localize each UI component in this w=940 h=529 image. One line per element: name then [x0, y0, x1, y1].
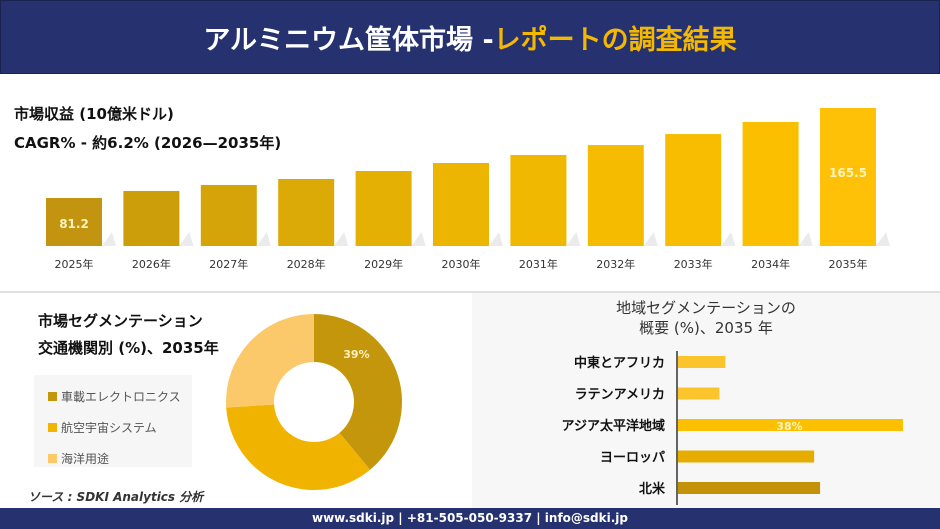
- donut-slice: [314, 314, 402, 470]
- cagr-text: CAGR% - 約6.2% (2026—2035年): [14, 134, 282, 152]
- category-label: ヨーロッパ: [600, 451, 665, 466]
- donut-legend: 車載エレクトロニクス 航空宇宙システム 海洋用途: [34, 375, 192, 467]
- divider: [0, 291, 940, 293]
- bar: [123, 190, 180, 246]
- bar: [665, 134, 722, 246]
- bar: [433, 162, 489, 246]
- legend-label: 航空宇宙システム: [61, 421, 157, 435]
- bar-shadow: [102, 232, 116, 246]
- title-accent: レポートの調査結果: [493, 24, 737, 56]
- segment-title-line2: 交通機関別 (%)、2035年: [38, 339, 219, 357]
- bar: [678, 356, 726, 368]
- revenue-bar-chart: 2025年 81.2 2026年 2027年 2028年 2029年 2030年 2031年 2…: [46, 108, 890, 271]
- region-title-line2: 概要 (%)、2035 年: [639, 319, 773, 337]
- category-label: 中東とアフリカ: [574, 355, 665, 371]
- region-title: 地域セグメンテーションの 概要 (%)、2035 年: [472, 298, 940, 338]
- x-tick-label: 2026年: [132, 257, 171, 271]
- bar-shadow: [334, 232, 349, 246]
- bar: [820, 108, 876, 246]
- bar: [278, 178, 335, 246]
- bar-shadow: [411, 232, 426, 246]
- bar: [200, 184, 257, 246]
- bar-shadow: [721, 232, 736, 246]
- category-label: ラテンアメリカ: [575, 388, 665, 403]
- legend-swatch: [48, 423, 57, 432]
- x-tick-label: 2030年: [442, 257, 481, 271]
- revenue-titles: 市場収益 (10億米ドル) CAGR% - 約6.2% (2026—2035年): [14, 100, 281, 158]
- category-label: 北米: [639, 481, 666, 497]
- bar-shadow: [876, 232, 890, 246]
- bar: [678, 387, 720, 400]
- data-label: 39%: [343, 348, 369, 361]
- donut-slice: [226, 314, 314, 408]
- segment-title-line1: 市場セグメンテーション: [38, 312, 203, 330]
- segment-title: 市場セグメンテーション 交通機関別 (%)、2035年: [38, 308, 219, 362]
- source-note: ソース : SDKI Analytics 分析: [28, 490, 204, 504]
- x-tick-label: 2028年: [287, 257, 326, 271]
- region-title-line1: 地域セグメンテーションの: [616, 299, 796, 317]
- bar: [46, 198, 102, 246]
- legend-label: 海洋用途: [61, 452, 110, 466]
- x-tick-label: 2025年: [55, 257, 94, 271]
- x-tick-label: 2033年: [674, 257, 713, 271]
- bar-shadow: [489, 232, 503, 246]
- legend-swatch: [48, 454, 57, 463]
- x-tick-label: 2032年: [596, 257, 635, 271]
- bar: [678, 450, 815, 463]
- data-label: 81.2: [59, 217, 89, 231]
- donut-slice: [226, 404, 371, 490]
- bar-shadow: [643, 232, 658, 246]
- legend-item: 海洋用途: [48, 443, 192, 474]
- x-tick-label: 2027年: [209, 257, 248, 271]
- title-main: アルミニウム筐体市場 -: [203, 24, 494, 56]
- category-label: アジア太平洋地域: [562, 418, 665, 434]
- revenue-title: 市場収益 (10億米ドル): [14, 105, 174, 123]
- legend-label: 車載エレクトロニクス: [61, 390, 181, 404]
- donut-chart: 39%: [226, 314, 402, 490]
- legend-swatch: [48, 392, 57, 401]
- bar-shadow: [798, 232, 813, 246]
- bar: [587, 145, 644, 246]
- bar: [355, 170, 412, 246]
- region-panel: [472, 293, 940, 508]
- bar: [742, 121, 799, 246]
- x-tick-label: 2029年: [364, 257, 403, 271]
- x-tick-label: 2031年: [519, 257, 558, 271]
- bar: [678, 482, 821, 494]
- data-label: 165.5: [829, 166, 867, 180]
- x-tick-label: 2034年: [751, 257, 790, 271]
- bar-shadow: [256, 232, 271, 246]
- footer-contact: www.sdki.jp | +81-505-050-9337 | info@sd…: [0, 508, 940, 529]
- data-label: 38%: [776, 420, 802, 433]
- bar-shadow: [566, 232, 581, 246]
- legend-item: 車載エレクトロニクス: [48, 381, 192, 412]
- x-tick-label: 2035年: [829, 257, 868, 271]
- page-header: アルミニウム筐体市場 - レポートの調査結果: [0, 0, 940, 74]
- bar: [510, 154, 567, 246]
- legend-item: 航空宇宙システム: [48, 412, 192, 443]
- bar-shadow: [179, 232, 194, 246]
- bar: [678, 419, 903, 431]
